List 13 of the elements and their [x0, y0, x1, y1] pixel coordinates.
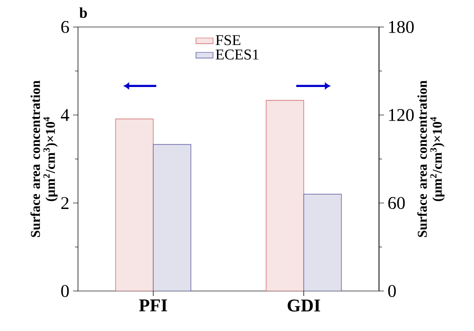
- y2-tick-label: 60: [388, 196, 405, 210]
- chart-title: b: [79, 7, 87, 18]
- y-tick-label: 4: [60, 109, 70, 121]
- y-tick-label: 6: [61, 20, 69, 34]
- y2-tick-label: 120: [389, 108, 414, 122]
- x-tick-label: PFI: [139, 300, 168, 312]
- y2-tick-label: 180: [389, 20, 414, 34]
- y2-tick-label: 0: [388, 284, 396, 298]
- y-tick-label: 0: [61, 284, 69, 298]
- y-tick-label: 2: [61, 197, 68, 209]
- legend-label: ECES1: [216, 50, 258, 60]
- legend-label: FSE: [216, 35, 240, 46]
- x-tick-label: GDI: [288, 300, 320, 312]
